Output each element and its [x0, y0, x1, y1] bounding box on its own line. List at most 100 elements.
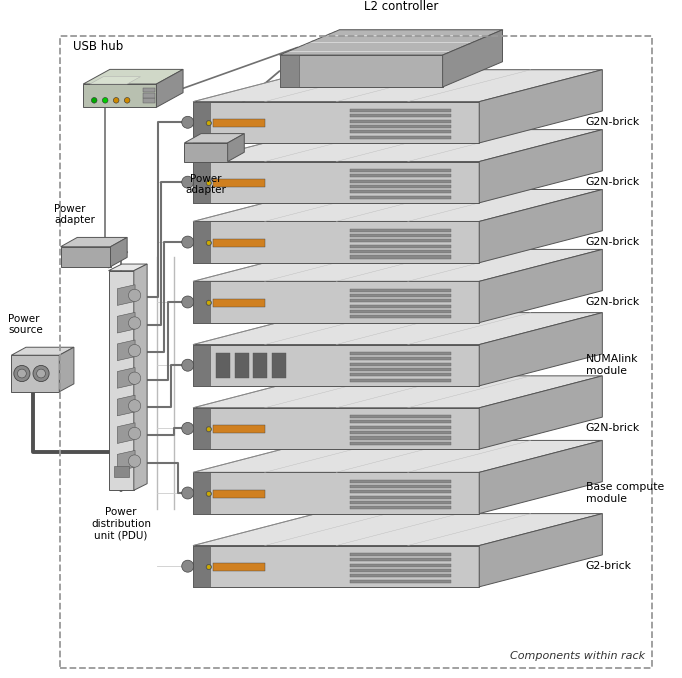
- Polygon shape: [351, 442, 451, 445]
- Polygon shape: [235, 353, 249, 378]
- Text: G2N-brick: G2N-brick: [586, 237, 640, 247]
- Polygon shape: [351, 563, 451, 567]
- Polygon shape: [193, 441, 602, 473]
- Polygon shape: [213, 299, 265, 307]
- Polygon shape: [193, 546, 479, 587]
- Polygon shape: [351, 304, 451, 308]
- Polygon shape: [351, 239, 451, 243]
- Text: Components within rack: Components within rack: [510, 652, 646, 661]
- Polygon shape: [59, 347, 74, 392]
- Polygon shape: [143, 88, 155, 92]
- Circle shape: [206, 565, 211, 570]
- Polygon shape: [213, 425, 265, 433]
- Circle shape: [181, 176, 194, 188]
- Circle shape: [181, 296, 194, 308]
- Text: L2 controller: L2 controller: [364, 0, 439, 13]
- Circle shape: [91, 98, 97, 103]
- Circle shape: [206, 565, 211, 570]
- Polygon shape: [351, 558, 451, 561]
- Circle shape: [206, 180, 211, 186]
- Polygon shape: [117, 450, 135, 471]
- Polygon shape: [351, 506, 451, 509]
- Circle shape: [128, 290, 140, 302]
- Polygon shape: [117, 395, 135, 416]
- Polygon shape: [90, 77, 140, 84]
- Polygon shape: [184, 143, 228, 161]
- Polygon shape: [351, 374, 451, 376]
- Polygon shape: [479, 190, 602, 262]
- Polygon shape: [193, 161, 479, 203]
- Polygon shape: [193, 190, 602, 222]
- Polygon shape: [351, 357, 451, 360]
- Polygon shape: [193, 473, 210, 514]
- Text: G2-brick: G2-brick: [586, 561, 632, 571]
- Polygon shape: [351, 245, 451, 248]
- Polygon shape: [351, 479, 451, 483]
- Circle shape: [206, 300, 211, 305]
- Polygon shape: [193, 102, 479, 143]
- Polygon shape: [193, 376, 602, 407]
- Polygon shape: [351, 574, 451, 578]
- Polygon shape: [213, 179, 265, 187]
- Polygon shape: [351, 420, 451, 424]
- Text: G2N-brick: G2N-brick: [586, 424, 640, 433]
- Circle shape: [18, 369, 27, 378]
- Polygon shape: [351, 310, 451, 313]
- Circle shape: [206, 492, 211, 496]
- Polygon shape: [479, 70, 602, 143]
- Polygon shape: [479, 441, 602, 514]
- Polygon shape: [193, 250, 602, 281]
- Polygon shape: [83, 84, 156, 107]
- Polygon shape: [351, 234, 451, 237]
- Text: Power
source: Power source: [8, 314, 43, 335]
- Polygon shape: [193, 102, 210, 143]
- Circle shape: [206, 426, 211, 432]
- Polygon shape: [351, 315, 451, 319]
- Circle shape: [128, 427, 140, 439]
- Circle shape: [206, 180, 211, 186]
- Polygon shape: [193, 546, 210, 587]
- Polygon shape: [117, 313, 135, 333]
- Polygon shape: [228, 134, 244, 161]
- Polygon shape: [253, 353, 267, 378]
- Polygon shape: [12, 355, 59, 392]
- Polygon shape: [143, 94, 155, 98]
- Polygon shape: [351, 289, 451, 292]
- Text: Power
adapter: Power adapter: [54, 204, 95, 226]
- Polygon shape: [351, 109, 451, 112]
- Polygon shape: [351, 496, 451, 499]
- Polygon shape: [83, 69, 183, 84]
- Polygon shape: [193, 407, 479, 449]
- Polygon shape: [351, 431, 451, 434]
- Text: G2N-brick: G2N-brick: [586, 117, 640, 127]
- Polygon shape: [351, 228, 451, 232]
- Polygon shape: [351, 256, 451, 258]
- Polygon shape: [193, 514, 602, 546]
- Polygon shape: [351, 294, 451, 297]
- Polygon shape: [193, 344, 479, 386]
- Circle shape: [128, 317, 140, 329]
- Polygon shape: [216, 353, 231, 378]
- Circle shape: [181, 117, 194, 128]
- Circle shape: [206, 492, 211, 496]
- Polygon shape: [351, 569, 451, 572]
- Text: NUMAlink
module: NUMAlink module: [586, 355, 638, 376]
- Polygon shape: [271, 353, 286, 378]
- Polygon shape: [351, 185, 451, 188]
- Polygon shape: [117, 367, 135, 388]
- Polygon shape: [193, 407, 210, 449]
- Polygon shape: [351, 485, 451, 488]
- Circle shape: [181, 359, 194, 371]
- Polygon shape: [213, 239, 265, 247]
- Polygon shape: [351, 415, 451, 418]
- Polygon shape: [193, 222, 479, 262]
- Polygon shape: [351, 136, 451, 139]
- Polygon shape: [193, 161, 210, 203]
- Polygon shape: [193, 344, 210, 386]
- Polygon shape: [193, 281, 479, 323]
- Polygon shape: [117, 423, 135, 443]
- Polygon shape: [108, 271, 134, 490]
- Polygon shape: [479, 376, 602, 449]
- Polygon shape: [193, 222, 210, 262]
- Polygon shape: [351, 437, 451, 439]
